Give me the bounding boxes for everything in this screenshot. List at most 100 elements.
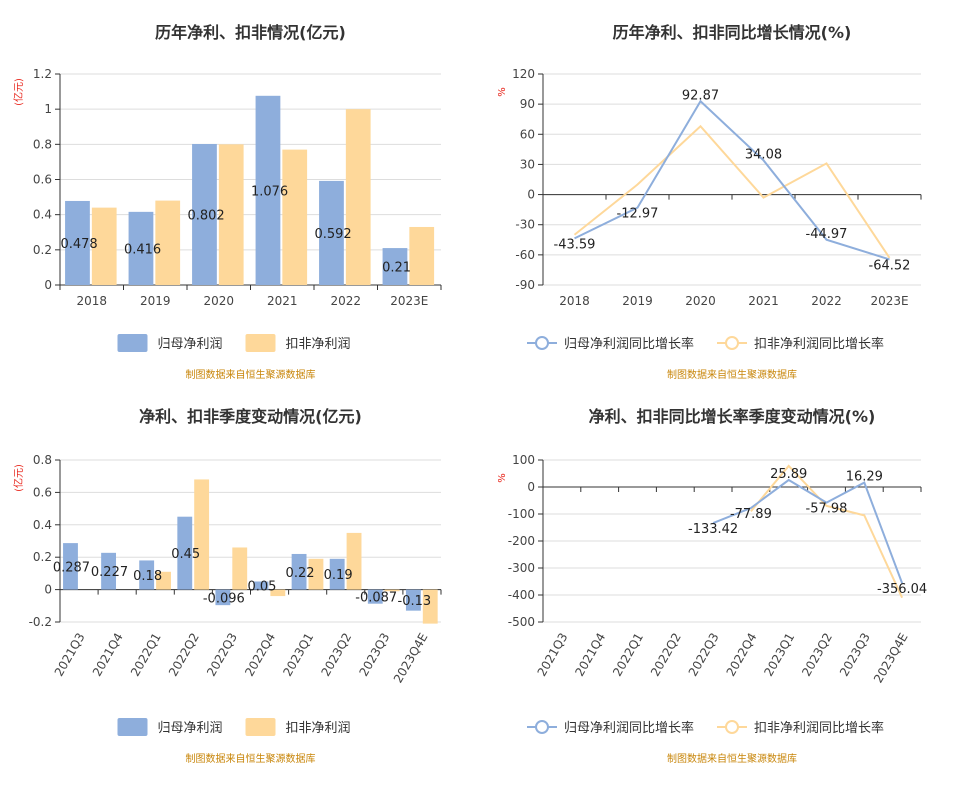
bar	[218, 144, 244, 285]
y-tick-label: 1.2	[33, 67, 52, 81]
bar	[156, 571, 171, 590]
data-label: 1.076	[251, 184, 288, 199]
data-label: 0.22	[286, 566, 315, 581]
series-line	[573, 124, 891, 259]
y-tick-label: -30	[515, 218, 535, 232]
legend-marker	[725, 336, 739, 350]
y-tick-label: 0.4	[33, 518, 52, 532]
x-tick-label: 2023Q1	[761, 631, 797, 679]
y-tick-label: -60	[515, 248, 535, 262]
data-label: 0.21	[382, 261, 411, 276]
source-note: 制图数据来自恒生聚源数据库	[667, 368, 797, 381]
x-tick-label: 2023Q3	[357, 631, 393, 679]
y-tick-label: -300	[508, 561, 535, 575]
y-tick-label: 0.4	[33, 208, 52, 222]
legend-marker	[725, 720, 739, 734]
x-tick-label: 2018	[559, 294, 590, 308]
x-tick-label: 2022Q3	[686, 631, 722, 679]
data-label: 0.18	[133, 569, 162, 584]
source-note: 制图数据来自恒生聚源数据库	[186, 752, 316, 765]
data-label: -133.42	[688, 522, 738, 537]
y-tick-label: -400	[508, 588, 535, 602]
x-tick-label: 2021Q4	[90, 631, 126, 679]
x-tick-label: 2023Q4E	[391, 631, 431, 686]
data-label: 0.45	[171, 547, 200, 562]
y-tick-label: 100	[512, 453, 535, 467]
annual-profit-bar-chart: 历年净利、扣非情况(亿元) (亿元) 0 0.2 0.4 0.6 0.8 1 1.2 2018 20…	[12, 23, 442, 381]
x-tick-label: 2021	[267, 294, 298, 308]
x-tick-label: 2021Q3	[535, 631, 571, 679]
bar	[282, 149, 308, 285]
data-label: 0.05	[247, 580, 276, 595]
y-tick-label: -100	[508, 507, 535, 521]
x-tick-label: 2019	[622, 294, 653, 308]
y-tick-label: -500	[508, 615, 535, 629]
data-label: -12.97	[617, 207, 659, 222]
bar	[65, 200, 90, 285]
legend-label: 扣非净利润	[286, 337, 351, 352]
data-label: -356.04	[877, 582, 927, 597]
legend-label: 扣非净利润	[286, 721, 351, 736]
legend-label: 扣非净利润同比增长率	[754, 720, 884, 736]
data-label: -64.52	[869, 258, 911, 273]
chart-title: 历年净利、扣非同比增长情况(%)	[613, 23, 852, 42]
legend-label: 归母净利润同比增长率	[564, 720, 694, 736]
x-tick-label: 2023E	[390, 294, 428, 308]
series-line	[750, 464, 904, 599]
x-tick-label: 2019	[140, 294, 171, 308]
legend-swatch	[117, 718, 148, 736]
chart-title: 净利、扣非季度变动情况(亿元)	[139, 407, 362, 426]
y-tick-label: 1	[44, 102, 52, 116]
x-tick-label: 2022Q3	[204, 631, 240, 679]
x-tick-label: 2022	[811, 294, 842, 308]
chart-title: 净利、扣非同比增长率季度变动情况(%)	[589, 407, 876, 426]
bar	[192, 143, 217, 285]
bar	[255, 95, 281, 285]
y-tick-label: 0.6	[33, 173, 52, 187]
bar	[63, 543, 78, 590]
bar	[319, 180, 344, 285]
legend-marker	[535, 720, 549, 734]
x-tick-label: 2021Q4	[572, 631, 608, 679]
x-tick-label: 2023Q2	[799, 631, 835, 679]
bar	[232, 547, 248, 590]
data-label: -0.13	[398, 594, 432, 609]
legend-label: 扣非净利润同比增长率	[754, 336, 884, 352]
annual-growth-line-chart: 历年净利、扣非同比增长情况(%)% -90 -60 -30 0 30 60 90 120 2018…	[497, 23, 922, 381]
y-tick-label: -200	[508, 534, 535, 548]
bar	[101, 552, 117, 590]
data-label: -57.98	[806, 502, 848, 517]
x-tick-label: 2023Q3	[837, 631, 873, 679]
y-tick-label: -90	[515, 278, 535, 292]
quarterly-profit-bar-chart: 净利、扣非季度变动情况(亿元) (亿元) -0.2 0 0.2 0.4 0.6 0.8 2021…	[12, 407, 442, 765]
x-tick-label: 2022Q4	[724, 631, 760, 679]
x-tick-label: 2022Q1	[128, 631, 164, 679]
x-tick-label: 2022Q4	[242, 631, 278, 679]
x-tick-label: 2023Q2	[318, 631, 354, 679]
data-label: 0.227	[91, 565, 128, 580]
y-tick-label: 0	[44, 583, 52, 597]
bar	[422, 589, 438, 624]
data-label: 0.592	[314, 227, 351, 242]
data-label: -0.087	[355, 591, 397, 606]
bar	[384, 589, 400, 592]
data-label: 0.802	[187, 208, 224, 223]
bar	[346, 532, 362, 590]
y-tick-label: -0.2	[29, 615, 52, 629]
source-note: 制图数据来自恒生聚源数据库	[667, 752, 797, 765]
y-tick-label: 90	[520, 97, 535, 111]
y-tick-label: 30	[520, 157, 535, 171]
data-label: 34.08	[745, 147, 782, 162]
legend-label: 归母净利润	[158, 721, 223, 736]
data-label: -77.89	[730, 507, 772, 522]
x-tick-label: 2021	[748, 294, 779, 308]
x-tick-label: 2023E	[870, 294, 908, 308]
bar	[194, 479, 210, 590]
x-tick-label: 2022Q1	[610, 631, 646, 679]
bar	[329, 558, 345, 590]
x-tick-label: 2021Q3	[52, 631, 88, 679]
data-label: 92.87	[682, 88, 719, 103]
bar	[177, 516, 193, 590]
bar	[139, 560, 155, 590]
bar	[128, 211, 154, 285]
